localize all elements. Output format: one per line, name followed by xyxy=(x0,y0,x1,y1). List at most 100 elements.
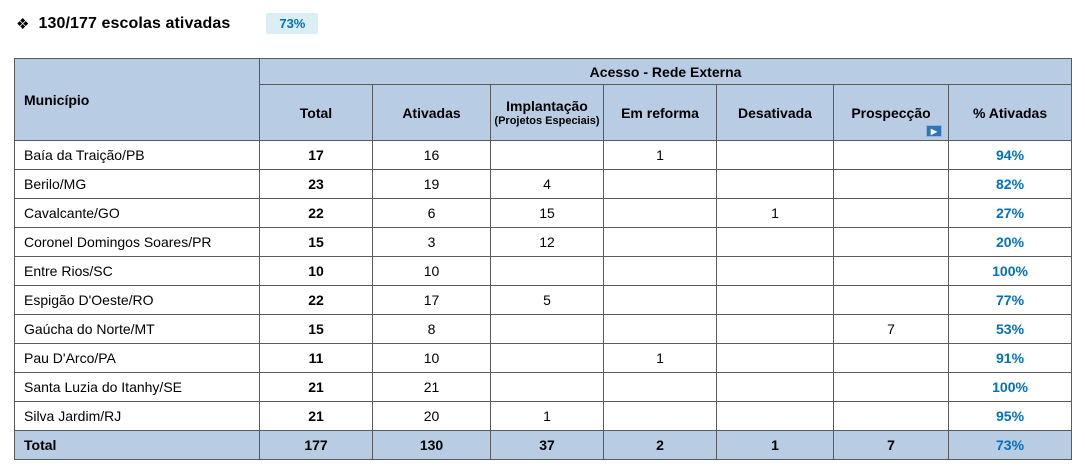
total-cell-total: 177 xyxy=(259,430,373,460)
cell-prospeccao: 7 xyxy=(833,314,949,344)
column-header-total: Total xyxy=(259,84,373,141)
cell-em-reforma xyxy=(603,314,717,344)
cell-em-reforma: 1 xyxy=(603,343,717,373)
cell-municipio: Coronel Domingos Soares/PR xyxy=(14,227,260,257)
cell-municipio: Cavalcante/GO xyxy=(14,198,260,228)
cell-implantacao xyxy=(490,314,604,344)
cell-ativadas: 10 xyxy=(372,343,491,373)
cell-ativadas: 8 xyxy=(372,314,491,344)
total-cell-ativadas: 130 xyxy=(372,430,491,460)
cell-desativada xyxy=(716,285,834,315)
cell-prospeccao xyxy=(833,343,949,373)
column-header-row: Total Ativadas Implantação (Projetos Esp… xyxy=(15,84,1073,141)
cell-total: 10 xyxy=(259,256,373,286)
column-header-ativadas: Ativadas xyxy=(372,84,491,141)
group-header-acesso-rede-externa: Acesso - Rede Externa xyxy=(258,58,1073,85)
cell-pct: 77% xyxy=(947,285,1073,315)
cell-prospeccao xyxy=(833,198,949,228)
table-row: Pau D'Arco/PA 11 10 1 91% xyxy=(14,343,1073,373)
column-header-prospeccao-label: Prospecção xyxy=(851,104,931,121)
cell-total: 21 xyxy=(259,372,373,402)
cell-municipio: Espigão D'Oeste/RO xyxy=(14,285,260,315)
schools-table: Município Acesso - Rede Externa Total At… xyxy=(14,58,1073,460)
diamond-bullet-icon: ❖ xyxy=(16,15,30,33)
column-header-municipio: Município xyxy=(14,58,260,141)
cell-total: 11 xyxy=(259,343,373,373)
column-header-implantacao: Implantação (Projetos Especiais) xyxy=(490,84,604,141)
cell-ativadas: 21 xyxy=(372,372,491,402)
cell-municipio: Entre Rios/SC xyxy=(14,256,260,286)
cell-implantacao: 1 xyxy=(490,401,604,431)
table-header: Município Acesso - Rede Externa Total At… xyxy=(14,58,1073,141)
table-row: Gaúcha do Norte/MT 15 8 7 53% xyxy=(14,314,1073,344)
cell-prospeccao xyxy=(833,227,949,257)
cell-prospeccao xyxy=(833,256,949,286)
cell-implantacao xyxy=(490,372,604,402)
cell-ativadas: 10 xyxy=(372,256,491,286)
cell-ativadas: 3 xyxy=(372,227,491,257)
cell-desativada: 1 xyxy=(716,198,834,228)
percent-badge: 73% xyxy=(266,13,319,34)
cell-pct: 100% xyxy=(947,256,1073,286)
column-header-prospeccao: Prospecção ▶ xyxy=(833,84,949,141)
cell-prospeccao xyxy=(833,285,949,315)
table-row: Baía da Traição/PB 17 16 1 94% xyxy=(14,140,1073,170)
cell-ativadas: 6 xyxy=(372,198,491,228)
cell-pct: 100% xyxy=(947,372,1073,402)
cell-prospeccao xyxy=(833,140,949,170)
cell-total: 17 xyxy=(259,140,373,170)
cell-pct: 82% xyxy=(947,169,1073,199)
cell-desativada xyxy=(716,227,834,257)
total-cell-municipio: Total xyxy=(14,430,260,460)
cell-desativada xyxy=(716,256,834,286)
cell-em-reforma xyxy=(603,285,717,315)
page: ❖ 130/177 escolas ativadas 73% Município… xyxy=(0,0,1085,460)
cell-municipio: Santa Luzia do Itanhy/SE xyxy=(14,372,260,402)
total-cell-implantacao: 37 xyxy=(490,430,604,460)
cell-implantacao: 12 xyxy=(490,227,604,257)
cell-desativada xyxy=(716,314,834,344)
cell-implantacao: 4 xyxy=(490,169,604,199)
cell-desativada xyxy=(716,372,834,402)
cell-desativada xyxy=(716,343,834,373)
table-row: Espigão D'Oeste/RO 22 17 5 77% xyxy=(14,285,1073,315)
group-header-row: Município Acesso - Rede Externa xyxy=(14,58,1073,141)
cell-total: 22 xyxy=(259,198,373,228)
cell-implantacao xyxy=(490,140,604,170)
cell-pct: 27% xyxy=(947,198,1073,228)
cell-municipio: Baía da Traição/PB xyxy=(14,140,260,170)
cell-implantacao xyxy=(490,256,604,286)
total-cell-em-reforma: 2 xyxy=(603,430,717,460)
cell-desativada xyxy=(716,169,834,199)
cell-total: 22 xyxy=(259,285,373,315)
column-header-pct-ativadas: % Ativadas xyxy=(947,84,1073,141)
cell-municipio: Silva Jardim/RJ xyxy=(14,401,260,431)
cell-total: 15 xyxy=(259,314,373,344)
cell-desativada xyxy=(716,401,834,431)
cell-em-reforma xyxy=(603,372,717,402)
total-row: Total 177 130 37 2 1 7 73% xyxy=(14,430,1073,460)
cell-ativadas: 20 xyxy=(372,401,491,431)
page-header: ❖ 130/177 escolas ativadas 73% xyxy=(0,0,1085,34)
cell-municipio: Berilo/MG xyxy=(14,169,260,199)
cell-total: 15 xyxy=(259,227,373,257)
total-cell-desativada: 1 xyxy=(716,430,834,460)
total-cell-prospeccao: 7 xyxy=(833,430,949,460)
table-row: Santa Luzia do Itanhy/SE 21 21 100% xyxy=(14,372,1073,402)
cell-pct: 53% xyxy=(947,314,1073,344)
cell-em-reforma xyxy=(603,401,717,431)
cell-em-reforma: 1 xyxy=(603,140,717,170)
cell-total: 21 xyxy=(259,401,373,431)
cell-pct: 95% xyxy=(947,401,1073,431)
table-row: Entre Rios/SC 10 10 100% xyxy=(14,256,1073,286)
cell-prospeccao xyxy=(833,169,949,199)
cell-pct: 94% xyxy=(947,140,1073,170)
table-row: Silva Jardim/RJ 21 20 1 95% xyxy=(14,401,1073,431)
table-row: Coronel Domingos Soares/PR 15 3 12 20% xyxy=(14,227,1073,257)
sort-arrow-icon[interactable]: ▶ xyxy=(926,125,942,137)
cell-ativadas: 16 xyxy=(372,140,491,170)
column-header-implantacao-sublabel: (Projetos Especiais) xyxy=(494,114,600,127)
cell-desativada xyxy=(716,140,834,170)
cell-implantacao: 5 xyxy=(490,285,604,315)
table-row: Berilo/MG 23 19 4 82% xyxy=(14,169,1073,199)
